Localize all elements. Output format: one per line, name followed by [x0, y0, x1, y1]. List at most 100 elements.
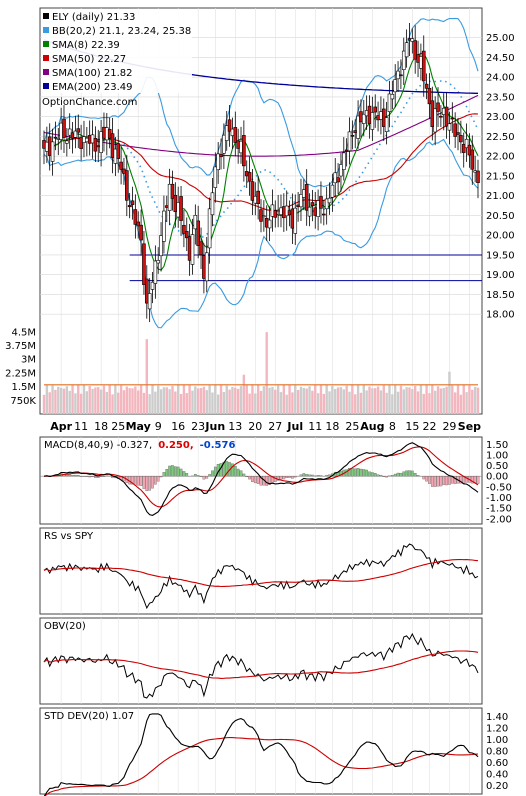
candle-body: [273, 210, 278, 218]
macd-histogram-bar: [365, 469, 368, 477]
candle-body: [433, 108, 437, 133]
volume-bar: [451, 385, 454, 414]
candle-body: [347, 131, 352, 152]
candle-body: [150, 281, 155, 290]
macd-histogram-bar: [465, 476, 468, 483]
volume-bar: [88, 385, 91, 414]
legend-label: SMA(50) 22.27: [52, 54, 126, 65]
volume-bar: [125, 386, 129, 414]
volume-bar: [182, 384, 186, 414]
candle-body: [461, 143, 466, 153]
price-tick-label: 21.50: [486, 171, 515, 182]
candle-body: [476, 170, 480, 183]
candle-body: [450, 117, 455, 120]
volume-bar: [256, 385, 260, 414]
macd-tick-label: 1.50: [486, 440, 508, 451]
volume-bar: [322, 393, 326, 414]
candle-body: [393, 79, 397, 93]
volume-bar: [97, 387, 100, 414]
macd-histogram-bar: [442, 476, 446, 485]
volume-bar: [445, 386, 448, 414]
volume-bar: [131, 388, 134, 414]
candle-body: [82, 136, 86, 143]
candle-body: [167, 183, 172, 211]
macd-histogram-bar: [154, 476, 157, 485]
macd-histogram-bar: [136, 476, 140, 486]
stddev-tick-label: 1.20: [486, 724, 508, 735]
volume-bar: [405, 387, 408, 414]
macd-histogram-bar: [245, 476, 249, 478]
volume-bar: [117, 392, 120, 414]
candle-body: [250, 181, 255, 201]
volume-bar: [416, 391, 420, 414]
candle-body: [147, 293, 152, 310]
volume-bar: [171, 385, 174, 414]
candle-body: [67, 128, 72, 136]
volume-tick-label: 4.5M: [11, 327, 36, 338]
volume-bar: [328, 391, 331, 414]
volume-bar: [288, 384, 291, 414]
candle-body: [116, 143, 121, 159]
candle-body: [310, 202, 315, 206]
volume-bar: [351, 384, 354, 414]
volume-bar: [439, 388, 443, 414]
macd-histogram-bar: [376, 474, 380, 477]
macd-histogram-bar: [199, 476, 203, 477]
volume-bar: [425, 384, 428, 414]
volume-bar: [316, 393, 320, 414]
candle-body: [421, 50, 426, 82]
volume-bar: [376, 386, 380, 414]
candle-body: [447, 123, 452, 131]
volume-bar: [413, 385, 417, 414]
candle-body: [424, 83, 429, 89]
volume-bar: [334, 389, 337, 414]
volume-bar: [202, 386, 206, 414]
volume-bar: [408, 387, 411, 414]
macd-histogram-bar: [74, 474, 77, 477]
volume-bar: [411, 389, 414, 414]
macd-histogram-bar: [253, 476, 257, 484]
candle-body: [159, 235, 163, 257]
macd-legend-label: 0.250,: [158, 440, 193, 451]
candle-body: [390, 93, 395, 100]
date-tick-label: 22: [422, 420, 436, 433]
candle-body: [59, 122, 63, 140]
candle-body: [76, 128, 81, 133]
stddev-average-line: [43, 736, 479, 796]
volume-bar: [216, 394, 220, 414]
volume-bar: [379, 390, 383, 414]
macd-histogram-bar: [351, 468, 354, 477]
candle-body: [313, 207, 318, 216]
macd-histogram-bar: [134, 476, 137, 486]
macd-histogram-bar: [265, 476, 269, 486]
candle-body: [293, 207, 298, 234]
candle-body: [122, 168, 126, 174]
macd-histogram-bar: [94, 476, 97, 478]
date-tick-label: 13: [228, 420, 242, 433]
volume-bar: [274, 389, 277, 414]
macd-signal-line: [43, 446, 479, 508]
volume-bar: [228, 389, 231, 414]
candle-body: [190, 234, 195, 265]
macd-histogram-bar: [179, 468, 183, 477]
macd-histogram-bar: [268, 476, 271, 485]
candle-body: [319, 196, 323, 209]
macd-histogram-bar: [256, 476, 260, 484]
volume-bar: [234, 387, 237, 414]
volume-bar: [396, 391, 400, 414]
candle-body: [370, 112, 375, 130]
candle-body: [136, 221, 141, 227]
volume-bar: [114, 384, 117, 414]
volume-bar: [174, 391, 177, 414]
macd-histogram-bar: [105, 475, 109, 477]
watermark: OptionChance.com: [42, 97, 137, 108]
candle-body: [219, 153, 223, 158]
candle-body: [176, 202, 180, 218]
price-tick-label: 23.00: [486, 112, 515, 123]
date-tick-label: 29: [442, 420, 456, 433]
candle-body: [204, 252, 209, 282]
macd-histogram-bar: [173, 466, 177, 477]
candle-body: [256, 190, 260, 204]
macd-histogram-bar: [433, 476, 437, 487]
candle-body: [327, 197, 332, 204]
